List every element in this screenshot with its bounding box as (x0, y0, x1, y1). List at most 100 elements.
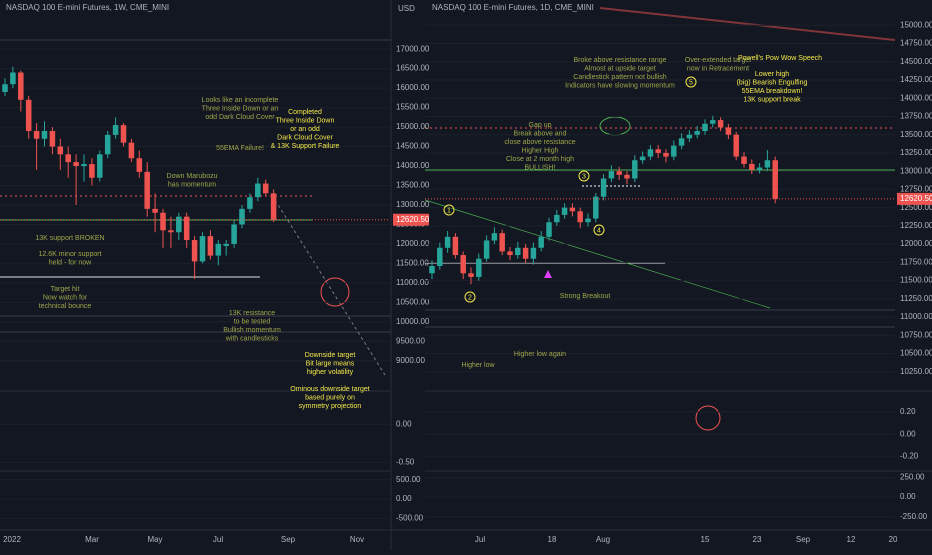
candle-body (41, 130, 48, 139)
signal-marker (544, 270, 552, 278)
x-tick-label: May (147, 535, 162, 544)
candle-body (247, 197, 253, 209)
currency-label: USD (398, 4, 415, 13)
y-tick-label: 12250.00 (900, 221, 932, 230)
candle-body (569, 207, 576, 212)
annotation: held - for now (49, 259, 92, 266)
candle-body (207, 236, 214, 256)
y-tick-label: -500.00 (396, 514, 424, 523)
y-tick-label: -250.00 (900, 512, 928, 521)
x-tick-label: Jul (475, 535, 485, 544)
y-tick-label: 12500.00 (900, 203, 932, 212)
candle-body (215, 243, 222, 256)
annotation: 12.6K minor support (38, 251, 101, 258)
candle-body (507, 251, 513, 256)
annotation: now in Retracement (687, 65, 749, 72)
annotation: Down Marubozu (167, 173, 218, 180)
candle-body (639, 156, 646, 161)
y-tick-label: 14250.00 (900, 75, 932, 84)
y-tick-label: 14750.00 (900, 39, 932, 48)
annotation: Higher low again (514, 351, 566, 358)
annotation: odd Dark Cloud Cover (205, 114, 275, 121)
annotation: Over-extended target (685, 57, 751, 64)
wave-label: 2 (468, 294, 472, 301)
candle-body (460, 255, 466, 274)
y-tick-label: 9500.00 (396, 336, 425, 345)
candle-body (483, 240, 490, 259)
annotation: Higher High (522, 147, 559, 154)
candle-body (515, 247, 521, 256)
annotation: 13K support BROKEN (35, 235, 104, 242)
annotation: Close at 2 month high (506, 156, 574, 163)
y-tick-label: 14000.00 (396, 161, 430, 170)
y-tick-label: 15000.00 (900, 20, 932, 29)
candle-body (585, 218, 591, 223)
annotation: 55EMA Failure! (216, 145, 264, 152)
x-tick-label: Mar (85, 535, 99, 544)
y-tick-label: 12750.00 (900, 185, 932, 194)
annotation: or an odd (290, 126, 320, 133)
candle-body (694, 131, 700, 135)
candle-body (561, 207, 568, 215)
candle-body (741, 156, 747, 164)
wave-label: 3 (582, 173, 586, 180)
candle-body (655, 149, 661, 153)
candle-body (89, 164, 95, 178)
target-circle (320, 277, 350, 307)
annotation: Break above and (514, 130, 567, 137)
candle-body (49, 130, 56, 147)
wave-marker (443, 204, 455, 216)
candle-body (191, 240, 198, 262)
annotation: 55EMA breakdown! (742, 88, 803, 95)
candle-body (104, 134, 111, 155)
candle-body (33, 130, 40, 139)
candle-body (136, 158, 143, 172)
candle-body (2, 84, 8, 93)
y-tick-label: 17000.00 (396, 44, 430, 53)
x-tick-label: 15 (701, 535, 710, 544)
x-tick-label: Nov (350, 535, 364, 544)
candle-body (702, 123, 708, 132)
x-tick-label: 23 (753, 535, 762, 544)
wave-marker (685, 76, 697, 88)
candle-body (577, 211, 583, 223)
annotation: technical bounce (39, 303, 92, 310)
y-tick-label: 13750.00 (900, 112, 932, 121)
candle-body (522, 247, 529, 259)
trend-line (599, 7, 896, 41)
y-tick-label: 14500.00 (900, 57, 932, 66)
candle-body (152, 208, 158, 213)
chart-layer: NASDAQ 100 E-mini Futures, 1W, CME_MINI U… (0, 3, 932, 544)
candle-body (530, 247, 537, 259)
candle-body (25, 99, 32, 131)
y-tick-label: 11000.00 (396, 278, 429, 287)
candle-body (671, 145, 677, 157)
candle-body (176, 216, 182, 233)
x-tick-label: 18 (548, 535, 557, 544)
candle-body (647, 149, 654, 157)
y-tick-label: 16500.00 (396, 64, 430, 73)
annotation: Lower high (755, 71, 789, 78)
annotation: & 13K Support Failure (271, 143, 340, 150)
y-tick-label: 13000.00 (900, 166, 932, 175)
y-tick-label: 11000.00 (900, 312, 932, 321)
candle-body (168, 230, 174, 233)
candle-body (160, 212, 166, 231)
candle-body (128, 142, 135, 159)
y-tick-label: 11250.00 (900, 294, 932, 303)
candle-body (223, 243, 229, 246)
last-price-tag (897, 192, 932, 205)
annotation: Three Inside Down or an (202, 105, 279, 112)
candle-body (452, 236, 459, 256)
chart-title: NASDAQ 100 E-mini Futures, 1D, CME_MINI (432, 3, 594, 12)
x-tick-label: 20 (889, 535, 898, 544)
candle-body (616, 171, 622, 175)
candle-body (499, 233, 505, 252)
x-tick-label: Jul (213, 535, 223, 544)
annotation: Bit large means (306, 360, 355, 367)
candle-body (593, 196, 599, 219)
annotation: with candlesticks (225, 335, 279, 342)
annotation: Strong Breakout (560, 293, 611, 300)
